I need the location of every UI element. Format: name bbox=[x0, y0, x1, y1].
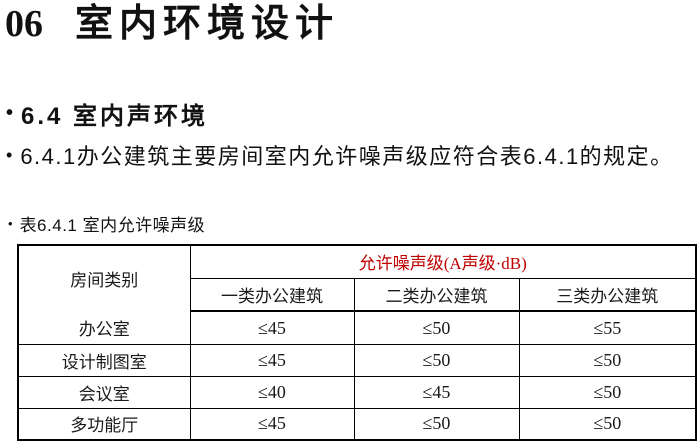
table-caption: • 表6.4.1 室内允许噪声级 bbox=[8, 211, 205, 236]
page-title: 06 室内环境设计 bbox=[5, 0, 339, 48]
row-label: 多功能厅 bbox=[17, 408, 191, 440]
bullet-icon: • bbox=[6, 102, 14, 124]
chapter-number: 06 bbox=[5, 3, 43, 45]
bullet-icon: • bbox=[6, 144, 13, 165]
room-category-header: 房间类别 bbox=[70, 271, 139, 290]
col-header-class1: 一类办公建筑 bbox=[189, 277, 355, 312]
table-row-drafting-room: 设计制图室 ≤45 ≤50 ≤50 bbox=[17, 344, 697, 377]
value-cell: ≤50 bbox=[353, 344, 520, 377]
room-category-merged-cell: 房间类别 办公室 bbox=[17, 244, 191, 345]
col-header-class2: 二类办公建筑 bbox=[353, 277, 520, 312]
table-header-row-2: 一类办公建筑 二类办公建筑 三类办公建筑 bbox=[18, 277, 697, 312]
row-label-office: 办公室 bbox=[78, 320, 130, 339]
row-label: 会议室 bbox=[17, 376, 191, 409]
value-cell: ≤50 bbox=[518, 344, 697, 377]
clause-text: 6.4.1办公建筑主要房间室内允许噪声级应符合表6.4.1的规定。 bbox=[20, 144, 674, 169]
value-cell: ≤45 bbox=[189, 310, 355, 346]
table-row-office: ≤45 ≤50 ≤55 bbox=[18, 310, 697, 346]
noise-level-table: 房间类别 办公室 允许噪声级(A声级·dB) 一类办公建筑 二类办公建筑 三类办… bbox=[17, 244, 698, 441]
value-cell: ≤50 bbox=[353, 408, 520, 440]
noise-table-container: 房间类别 办公室 允许噪声级(A声级·dB) 一类办公建筑 二类办公建筑 三类办… bbox=[17, 244, 698, 441]
value-cell: ≤45 bbox=[189, 408, 355, 440]
clause-text-line: • 6.4.1办公建筑主要房间室内允许噪声级应符合表6.4.1的规定。 bbox=[6, 139, 674, 171]
table-header-row-1: 房间类别 办公室 允许噪声级(A声级·dB) bbox=[17, 244, 697, 345]
value-cell: ≤45 bbox=[353, 376, 520, 409]
value-cell: ≤50 bbox=[353, 310, 520, 346]
section-heading: • 6.4 室内声环境 bbox=[6, 96, 208, 131]
row-label: 设计制图室 bbox=[17, 344, 191, 377]
value-cell: ≤50 bbox=[518, 376, 697, 409]
section-heading-label: 6.4 室内声环境 bbox=[21, 103, 209, 130]
chapter-title-text: 室内环境设计 bbox=[75, 3, 340, 45]
value-cell: ≤45 bbox=[189, 344, 355, 377]
col-header-class3: 三类办公建筑 bbox=[518, 277, 697, 312]
value-cell: ≤55 bbox=[518, 310, 697, 346]
table-row-multifunction-hall: 多功能厅 ≤45 ≤50 ≤50 bbox=[17, 408, 697, 440]
table-caption-text: 表6.4.1 室内允许噪声级 bbox=[19, 216, 206, 235]
bullet-icon: • bbox=[8, 216, 13, 231]
value-cell: ≤50 bbox=[518, 408, 697, 440]
table-row-meeting-room: 会议室 ≤40 ≤45 ≤50 bbox=[17, 376, 697, 409]
noise-level-header: 允许噪声级(A声级·dB) bbox=[189, 244, 697, 279]
value-cell: ≤40 bbox=[189, 376, 355, 409]
